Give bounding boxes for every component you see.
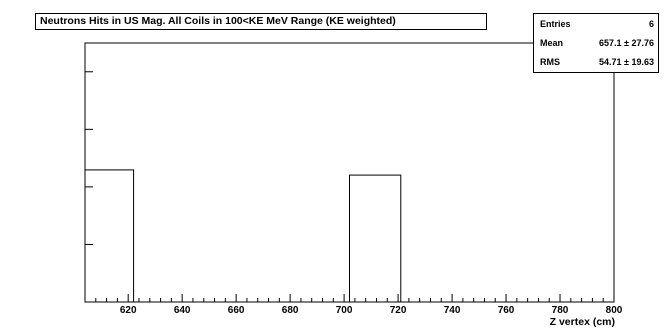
histogram-bar	[84, 169, 135, 303]
y-axis-ticks	[85, 71, 93, 245]
histogram-bar	[349, 174, 402, 303]
x-tick-label: 660	[228, 305, 245, 316]
stats-rms: RMS 54.71 ± 19.63	[534, 56, 658, 71]
stats-entries-label: Entries	[540, 19, 571, 29]
stats-rms-label: RMS	[540, 57, 560, 67]
chart-title: Neutrons Hits in US Mag. All Coils in 10…	[35, 13, 487, 30]
x-tick-label: 720	[390, 305, 407, 316]
stats-entries: Entries 6	[534, 18, 658, 33]
x-tick-label: 680	[282, 305, 299, 316]
stats-rms-value: 54.71 ± 19.63	[599, 57, 654, 67]
x-tick-label: 800	[606, 305, 623, 316]
x-axis-label: Z vertex (cm)	[550, 316, 615, 328]
x-tick-label: 640	[174, 305, 191, 316]
stats-mean-label: Mean	[540, 38, 564, 48]
histogram-bars	[84, 169, 402, 303]
stats-entries-value: 6	[648, 19, 654, 29]
x-tick-label: 620	[120, 305, 137, 316]
x-axis-ticks: 620 640 660 680 700 720 740 760 780 800	[84, 294, 623, 316]
stats-mean: Mean 657.1 ± 27.76	[534, 37, 658, 52]
x-tick-label: 780	[552, 305, 569, 316]
x-tick-label: 700	[336, 305, 353, 316]
stats-mean-value: 657.1 ± 27.76	[599, 38, 654, 48]
x-tick-label: 760	[498, 305, 515, 316]
x-tick-label: 740	[444, 305, 461, 316]
stats-box: Entries 6 Mean 657.1 ± 27.76 RMS 54.71 ±…	[533, 13, 659, 73]
